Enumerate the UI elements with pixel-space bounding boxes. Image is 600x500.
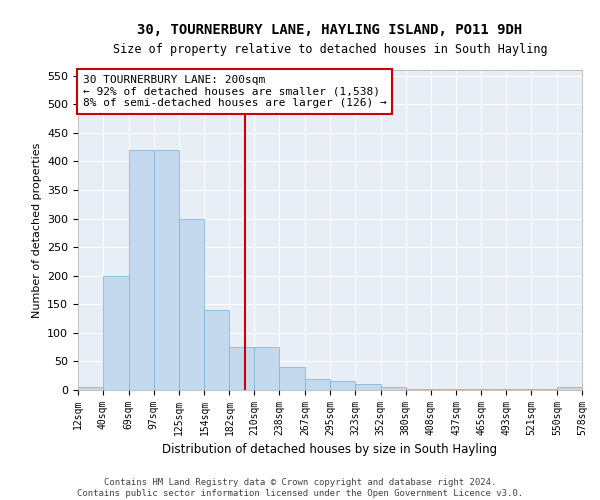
Bar (305, 378, 330, 390)
Text: 30, TOURNERBURY LANE, HAYLING ISLAND, PO11 9DH: 30, TOURNERBURY LANE, HAYLING ISLAND, PO… (137, 22, 523, 36)
Bar (205, 310, 229, 390)
Bar (154, 150, 179, 390)
Bar (557, 387, 582, 390)
Bar (179, 218, 205, 390)
Bar (381, 387, 406, 390)
Bar (481, 389, 506, 390)
Bar (406, 389, 431, 390)
X-axis label: Distribution of detached houses by size in South Hayling: Distribution of detached houses by size … (163, 444, 497, 456)
Bar (531, 389, 557, 390)
Bar (103, 276, 129, 390)
Text: Contains HM Land Registry data © Crown copyright and database right 2024.
Contai: Contains HM Land Registry data © Crown c… (77, 478, 523, 498)
Bar (279, 367, 305, 390)
Bar (431, 389, 457, 390)
Bar (457, 389, 481, 390)
Bar (129, 150, 154, 390)
Bar (355, 384, 381, 390)
Bar (229, 347, 254, 390)
Text: 30 TOURNERBURY LANE: 200sqm
← 92% of detached houses are smaller (1,538)
8% of s: 30 TOURNERBURY LANE: 200sqm ← 92% of det… (83, 75, 387, 108)
Y-axis label: Number of detached properties: Number of detached properties (32, 142, 41, 318)
Bar (78, 387, 103, 390)
Bar (506, 389, 531, 390)
Bar (330, 382, 355, 390)
Text: Size of property relative to detached houses in South Hayling: Size of property relative to detached ho… (113, 42, 547, 56)
Bar (254, 347, 279, 390)
